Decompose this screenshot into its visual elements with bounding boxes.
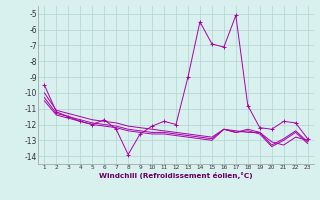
X-axis label: Windchill (Refroidissement éolien,°C): Windchill (Refroidissement éolien,°C) bbox=[99, 172, 253, 179]
